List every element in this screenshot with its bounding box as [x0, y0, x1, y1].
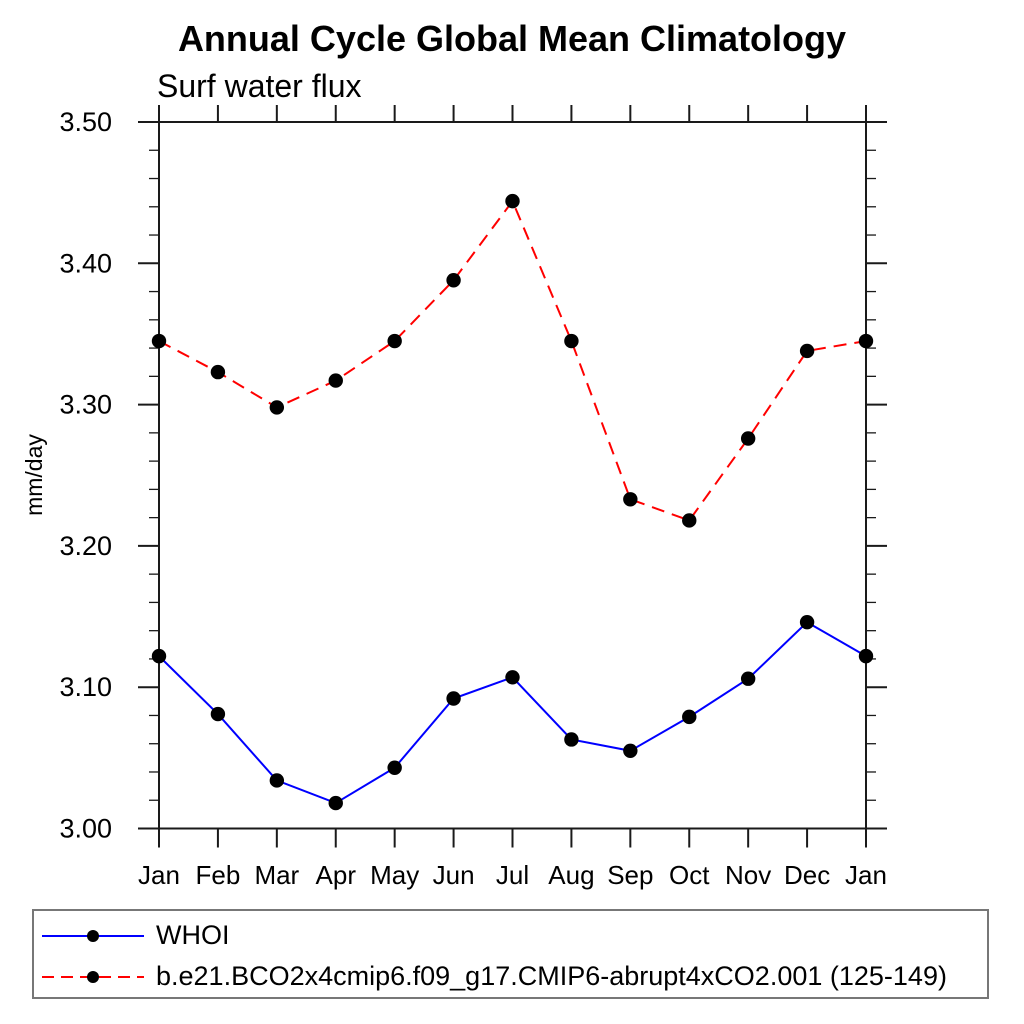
x-tick-label: Jan [138, 860, 180, 890]
data-point-marker [682, 709, 697, 725]
legend-label-whoi: WHOI [156, 920, 230, 950]
data-point-marker [858, 333, 874, 349]
data-point-marker [505, 670, 520, 685]
x-tick-label: Dec [784, 860, 830, 890]
data-point-marker [387, 760, 402, 775]
y-tick-label: 3.10 [59, 672, 112, 702]
data-point-marker [446, 691, 461, 706]
data-point-marker [328, 373, 343, 388]
data-point-marker [446, 273, 461, 288]
x-tick-label: Jun [433, 860, 475, 890]
data-point-marker [799, 615, 815, 630]
legend-label-model: b.e21.BCO2x4cmip6.f09_g17.CMIP6-abrupt4x… [156, 961, 947, 991]
data-point-marker [328, 795, 343, 811]
x-tick-label: Aug [548, 860, 594, 890]
data-point-marker [740, 431, 756, 446]
data-point-marker [623, 743, 638, 758]
legend-sample-marker [87, 929, 99, 942]
series-line-whoi [158, 620, 867, 805]
x-tick-label: Jul [496, 860, 529, 890]
x-tick-label: Feb [196, 860, 241, 890]
data-point-marker [210, 706, 226, 722]
series-line-model [158, 199, 867, 522]
x-tick-label: Sep [607, 860, 653, 890]
x-tick-label: Oct [669, 860, 710, 890]
data-point-marker [682, 513, 697, 528]
legend-entry-whoi: WHOI [34, 915, 987, 956]
legend-line-sample-blue [42, 929, 144, 942]
chart-title: Annual Cycle Global Mean Climatology [177, 18, 847, 59]
x-tick-label: Jan [845, 860, 887, 890]
data-point-marker [505, 193, 520, 209]
y-tick-label: 3.20 [59, 531, 112, 561]
data-point-marker [564, 732, 579, 747]
data-point-marker [151, 648, 167, 664]
y-tick-label: 3.30 [59, 390, 112, 420]
data-point-marker [151, 333, 167, 349]
y-tick-label: 3.40 [59, 248, 112, 278]
x-tick-label: Apr [316, 860, 357, 890]
x-tick-label: May [370, 860, 419, 890]
data-point-marker [623, 492, 638, 507]
data-point-marker [564, 333, 579, 349]
y-tick-label: 3.00 [59, 814, 112, 844]
data-point-marker [387, 333, 402, 349]
x-tick-label: Nov [725, 860, 771, 890]
legend-line-sample-red [42, 970, 144, 983]
legend-sample-marker [87, 970, 99, 983]
x-tick-label: Mar [254, 860, 299, 890]
chart-subtitle: Surf water flux [157, 68, 362, 104]
plot-area: 3.00 3.10 3.20 3.30 3.40 3.50 Jan Feb Mar Apr May J… [21, 105, 887, 890]
legend-entry-model: b.e21.BCO2x4cmip6.f09_g17.CMIP6-abrupt4x… [34, 956, 987, 997]
y-axis-label: mm/day [21, 434, 47, 516]
data-point-marker [799, 343, 815, 359]
legend-box: WHOI b.e21.BCO2x4cmip6.f09_g17.CMIP6-abr… [32, 909, 989, 999]
y-tick-label: 3.50 [59, 107, 112, 137]
data-point-marker [269, 773, 285, 788]
data-point-marker [740, 671, 756, 686]
data-point-marker [210, 364, 226, 380]
data-point-marker [858, 648, 874, 664]
data-point-marker [269, 400, 285, 415]
